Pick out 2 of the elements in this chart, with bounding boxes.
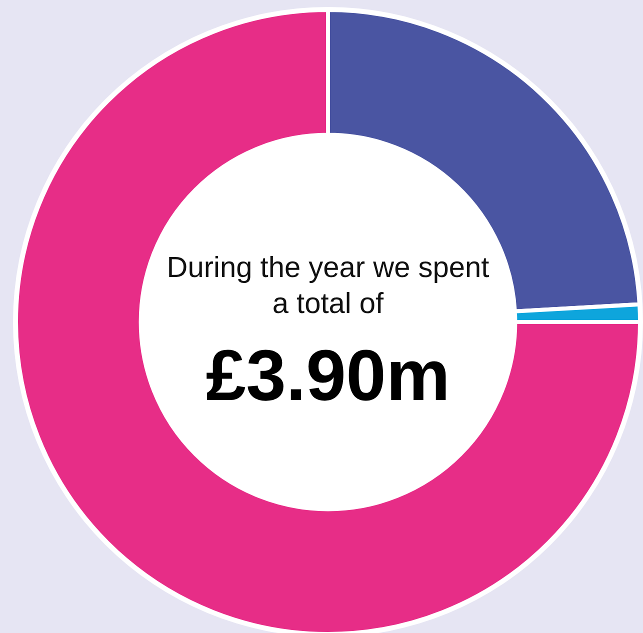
- text: £3.90m: [206, 336, 450, 416]
- text: During the year we spent a total of: [166, 252, 490, 320]
